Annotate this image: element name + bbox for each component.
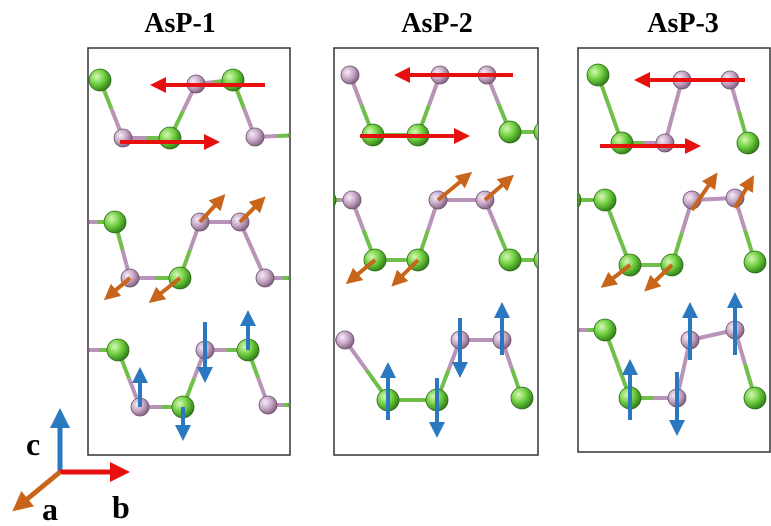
atom-as: [114, 129, 132, 147]
axis-label: b: [112, 489, 130, 525]
displacements: [110, 75, 750, 433]
structure: [71, 69, 311, 418]
atom-as: [71, 213, 89, 231]
atom-as: [316, 331, 334, 349]
atom-p: [107, 339, 129, 361]
atom-p: [511, 387, 533, 409]
atom-p: [89, 69, 111, 91]
atom-as: [71, 341, 89, 359]
atom-p: [594, 189, 616, 211]
atom-p: [744, 251, 766, 273]
atom-as: [336, 331, 354, 349]
atom-p: [534, 249, 556, 271]
atom-p: [737, 132, 759, 154]
atom-p: [289, 124, 311, 146]
atom-as: [256, 269, 274, 287]
atom-p: [104, 211, 126, 233]
atom-as: [656, 134, 674, 152]
structure: [559, 64, 766, 409]
atom-p: [744, 387, 766, 409]
atom-p: [499, 249, 521, 271]
figure: AsP-1 AsP-2 AsP-3 c a b: [0, 0, 771, 526]
axis-label: a: [42, 491, 58, 526]
atom-p: [289, 394, 311, 416]
atom-p: [594, 319, 616, 341]
atom-p: [289, 267, 311, 289]
atom-p: [534, 121, 556, 143]
displacement-arrow: [485, 180, 508, 200]
displacement-arrow: [438, 177, 466, 200]
panel-title: AsP-1: [144, 8, 216, 39]
atom-p: [222, 69, 244, 91]
atom-as: [246, 128, 264, 146]
axis-label: c: [26, 426, 40, 462]
atom-as: [561, 321, 579, 339]
panel-title: AsP-2: [401, 8, 473, 39]
structure: [314, 66, 556, 411]
atom-as: [259, 396, 277, 414]
atom-as: [343, 191, 361, 209]
displacement-arrow: [240, 202, 260, 222]
atom-p: [587, 64, 609, 86]
panel-title: AsP-3: [647, 8, 719, 39]
atom-p: [314, 189, 336, 211]
atom-p: [611, 132, 633, 154]
displacement-arrow: [200, 200, 220, 222]
atom-as: [341, 66, 359, 84]
axes-indicator: c a b: [20, 418, 130, 526]
atom-p: [159, 127, 181, 149]
atom-p: [499, 121, 521, 143]
